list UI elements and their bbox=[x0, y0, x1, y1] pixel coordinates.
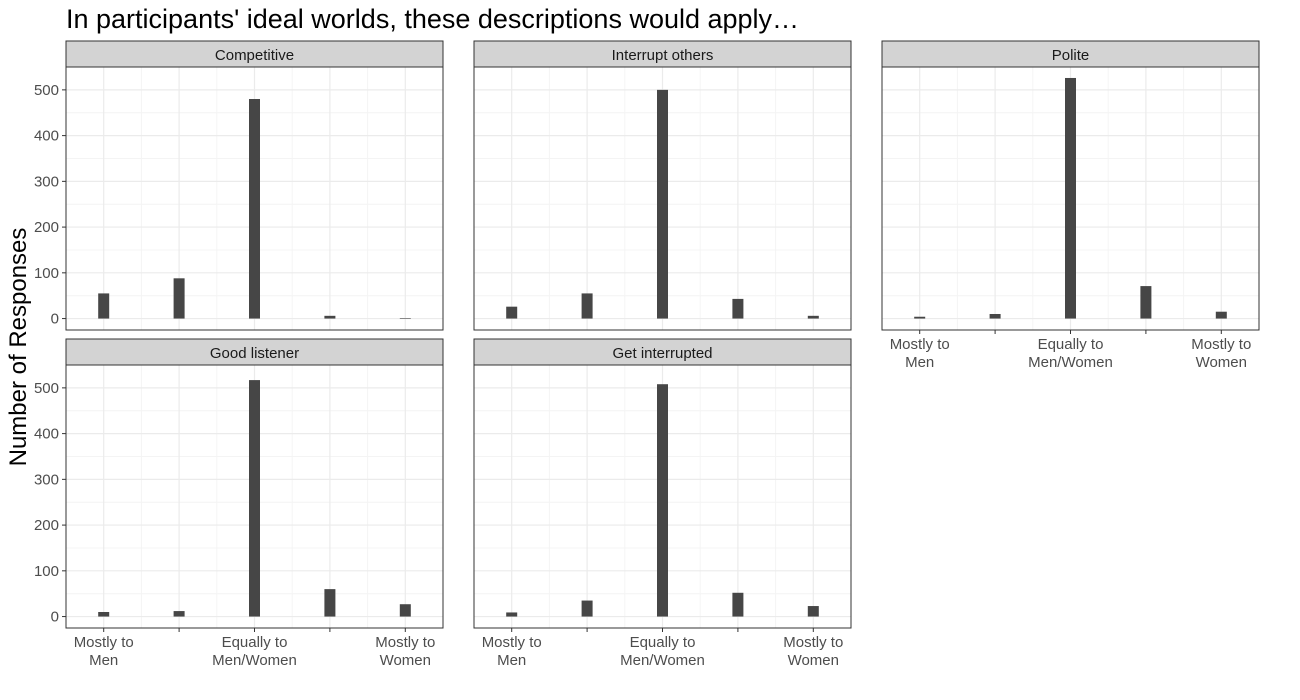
y-tick-label: 200 bbox=[34, 517, 59, 534]
bar bbox=[98, 293, 110, 319]
facet-label: Polite bbox=[1052, 47, 1090, 64]
y-tick-label: 500 bbox=[34, 380, 59, 397]
bar bbox=[324, 315, 336, 319]
bar bbox=[506, 612, 518, 617]
x-tick-label: Mostly to bbox=[783, 634, 843, 651]
facet-label: Get interrupted bbox=[612, 345, 712, 362]
bar bbox=[657, 89, 668, 319]
x-tick-label: Men bbox=[497, 652, 526, 669]
y-tick-label: 400 bbox=[34, 128, 59, 145]
x-tick-label: Equally to bbox=[630, 634, 696, 651]
x-tick-label: Women bbox=[788, 652, 839, 669]
x-tick-label: Equally to bbox=[222, 634, 288, 651]
x-tick-label: Mostly to bbox=[74, 634, 134, 651]
x-tick-label: Men/Women bbox=[1028, 354, 1113, 371]
y-tick-label: 200 bbox=[34, 219, 59, 236]
x-tick-label: Women bbox=[380, 652, 431, 669]
x-tick-label: Men bbox=[905, 354, 934, 371]
y-tick-label: 300 bbox=[34, 471, 59, 488]
bar bbox=[657, 384, 668, 617]
x-tick-label: Women bbox=[1196, 354, 1247, 371]
facet-label: Good listener bbox=[210, 345, 299, 362]
bar bbox=[989, 313, 1001, 319]
chart-title: In participants' ideal worlds, these des… bbox=[66, 4, 799, 34]
bar bbox=[98, 611, 110, 617]
bar bbox=[732, 592, 744, 617]
x-tick-label: Mostly to bbox=[482, 634, 542, 651]
facet-panels: Competitive 0 100 200 300 400 500 Interrupt oth… bbox=[34, 40, 1260, 669]
x-tick-label: Men/Women bbox=[620, 652, 705, 669]
bar bbox=[807, 315, 819, 319]
x-tick-label: Men/Women bbox=[212, 652, 297, 669]
x-tick-label: Mostly to bbox=[890, 336, 950, 353]
x-tick-label: Equally to bbox=[1038, 336, 1104, 353]
bar bbox=[732, 298, 744, 319]
facet-panel: Interrupt others bbox=[473, 40, 852, 331]
facet-label: Competitive bbox=[215, 47, 294, 64]
x-tick-label: Men bbox=[89, 652, 118, 669]
bar bbox=[399, 604, 411, 617]
bar bbox=[581, 600, 593, 617]
y-tick-label: 300 bbox=[34, 173, 59, 190]
facet-strip bbox=[65, 40, 444, 68]
y-tick-label: 0 bbox=[51, 311, 59, 328]
bar bbox=[581, 293, 593, 319]
facet-panel: Competitive 0 100 200 300 400 500 bbox=[34, 40, 444, 331]
facet-strip bbox=[473, 40, 852, 68]
y-tick-label: 0 bbox=[51, 609, 59, 626]
bar bbox=[324, 589, 336, 617]
y-tick-label: 100 bbox=[34, 563, 59, 580]
facet-strip bbox=[881, 40, 1260, 68]
y-tick-label: 500 bbox=[34, 82, 59, 99]
facet-label: Interrupt others bbox=[612, 47, 714, 64]
facet-strip bbox=[65, 338, 444, 366]
bar bbox=[249, 380, 260, 617]
bar bbox=[173, 611, 185, 617]
bar bbox=[1140, 286, 1152, 319]
y-axis-label: Number of Responses bbox=[5, 228, 32, 467]
x-tick-label: Mostly to bbox=[375, 634, 435, 651]
facet-strip bbox=[473, 338, 852, 366]
bar bbox=[399, 318, 411, 319]
bar bbox=[249, 99, 260, 319]
x-tick-label: Mostly to bbox=[1191, 336, 1251, 353]
bar bbox=[506, 306, 518, 319]
bar bbox=[807, 606, 819, 617]
y-tick-label: 400 bbox=[34, 426, 59, 443]
y-tick-label: 100 bbox=[34, 265, 59, 282]
bar bbox=[914, 316, 926, 319]
bar bbox=[1215, 311, 1227, 319]
bar bbox=[173, 278, 185, 319]
bar bbox=[1065, 77, 1076, 319]
